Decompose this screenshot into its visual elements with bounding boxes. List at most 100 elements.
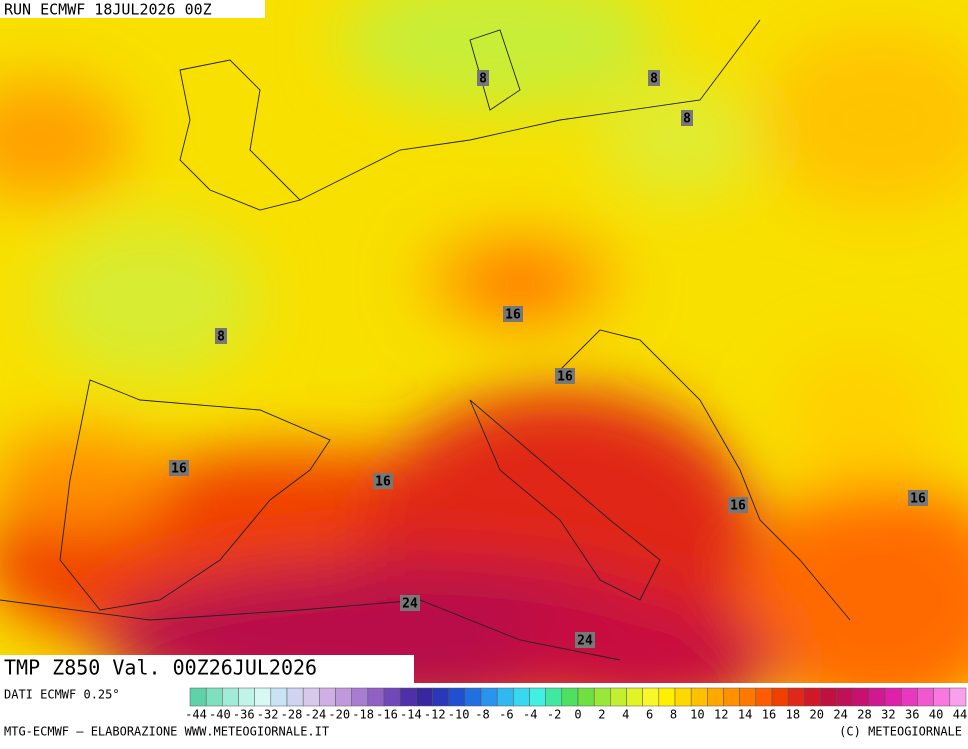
colorbar-swatch (319, 687, 336, 707)
contour-label: 8 (683, 112, 691, 127)
colorbar-swatch (755, 687, 773, 707)
temperature-map (0, 0, 968, 683)
colorbar-swatch (561, 687, 579, 707)
colorbar-tick-label: 6 (646, 708, 653, 722)
colorbar-swatch (901, 687, 918, 707)
contour-label-box (215, 328, 227, 344)
contour-label-box (477, 70, 489, 86)
colorbar-swatch (707, 687, 724, 707)
footer-left: MTG-ECMWF – ELABORAZIONE WWW.METEOGIORNA… (4, 725, 329, 739)
colorbar-tick-label: 40 (929, 708, 943, 722)
colorbar-swatch (254, 687, 272, 707)
contour-label-box (648, 70, 660, 86)
colorbar-swatch (836, 687, 854, 707)
colorbar-swatch (448, 687, 466, 707)
colorbar-swatch (480, 687, 498, 707)
colorbar-swatch (286, 687, 304, 707)
colorbar-tick-label: -16 (376, 708, 398, 722)
contour-label: 16 (375, 475, 391, 490)
contour-label-box (908, 490, 928, 506)
colorbar-tick-label: -40 (209, 708, 231, 722)
colorbar-tick-label: -12 (424, 708, 446, 722)
colorbar-swatch (513, 687, 530, 707)
colorbar-swatch (205, 687, 223, 707)
colorbar-swatch (868, 687, 886, 707)
colorbar-swatch (189, 687, 207, 707)
colorbar-tick-label: -8 (475, 708, 489, 722)
contour-label: 16 (730, 499, 746, 514)
colorbar-tick-label: 2 (598, 708, 605, 722)
colorbar-swatch (658, 687, 676, 707)
colorbar-tick-label: -14 (400, 708, 422, 722)
contour-label: 16 (557, 370, 573, 385)
colorbar-swatch (690, 687, 708, 707)
colorbar-swatch (917, 687, 934, 707)
colorbar-tick-label: 0 (574, 708, 581, 722)
colorbar-tick-label: -36 (233, 708, 255, 722)
colorbar-swatch (416, 687, 433, 707)
contour-label: 8 (479, 72, 487, 87)
contour-label: 24 (402, 597, 418, 612)
colorbar-tick-label: -10 (448, 708, 470, 722)
colorbar-tick-label: 28 (857, 708, 871, 722)
colorbar-tick-label: -32 (257, 708, 279, 722)
contour-label-box (555, 368, 575, 384)
colorbar-swatch (383, 687, 401, 707)
colorbar-swatch (771, 687, 789, 707)
colorbar-swatch (464, 687, 482, 707)
colorbar-tick-label: -4 (523, 708, 537, 722)
colorbar-swatch (933, 687, 951, 707)
colorbar-swatch (432, 687, 449, 707)
colorbar-tick-label: -2 (547, 708, 561, 722)
colorbar-tick-label: 44 (953, 708, 967, 722)
colorbar-swatch (529, 687, 546, 707)
colorbar-tick-label: 36 (905, 708, 919, 722)
colorbar-swatch (302, 687, 320, 707)
colorbar-swatch (949, 687, 967, 707)
contour-label-box (681, 110, 693, 126)
colorbar-tick-label: 18 (786, 708, 800, 722)
colorbar-tick-label: -18 (352, 708, 374, 722)
colorbar-tick-label: 8 (670, 708, 677, 722)
contour-label: 16 (910, 492, 926, 507)
colorbar-swatch (238, 687, 255, 707)
contour-label-box (575, 632, 595, 648)
colorbar-tick-label: 20 (810, 708, 824, 722)
contour-label-box (400, 595, 420, 611)
colorbar-swatch (545, 687, 563, 707)
field-title: TMP Z850 Val. 00Z26JUL2026 (4, 656, 317, 680)
contour-label-box (169, 460, 189, 476)
colorbar-swatch (723, 687, 740, 707)
colorbar-tick-label: 14 (738, 708, 752, 722)
run-title: RUN ECMWF 18JUL2026 00Z (4, 1, 212, 19)
colorbar-swatch (593, 687, 611, 707)
colorbar-swatch (610, 687, 627, 707)
colorbar-swatch (399, 687, 417, 707)
colorbar-tick-label: 10 (690, 708, 704, 722)
contour-label-box (503, 306, 523, 322)
colorbar-tick-label: -20 (328, 708, 350, 722)
colorbar-tick-label: 24 (833, 708, 847, 722)
run-box (0, 0, 265, 18)
contour-label-box (728, 497, 748, 513)
contour-label: 8 (217, 330, 225, 345)
colorbar-swatch (804, 687, 821, 707)
field-box (0, 655, 414, 683)
colorbar-swatch (674, 687, 692, 707)
footer-right: (C) METEOGIORNALE (839, 725, 962, 739)
colorbar-tick-label: -44 (185, 708, 207, 722)
contour-label-box (373, 473, 393, 489)
colorbar-tick-label: -28 (281, 708, 303, 722)
colorbar-tick-label: -6 (499, 708, 513, 722)
data-source: DATI ECMWF 0.25° (4, 688, 120, 702)
colorbar-swatch (820, 687, 837, 707)
contour-label: 16 (505, 308, 521, 323)
colorbar-swatch (270, 687, 288, 707)
colorbar-swatch (496, 687, 514, 707)
colorbar-swatch (577, 687, 595, 707)
colorbar-tick-label: 32 (881, 708, 895, 722)
colorbar-swatch (335, 687, 352, 707)
contour-label: 8 (650, 72, 658, 87)
contour-label: 24 (577, 634, 593, 649)
